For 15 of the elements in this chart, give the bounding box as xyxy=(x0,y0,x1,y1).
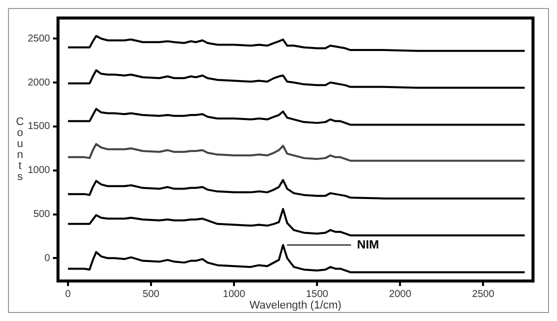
y-tick-label: 1500 xyxy=(28,121,50,132)
y-tick-label: 500 xyxy=(33,209,50,220)
y-tick-label: 2500 xyxy=(28,33,50,44)
annotation: NIM xyxy=(357,237,380,252)
y-axis-title: Counts xyxy=(16,116,24,184)
x-tick-label: 1000 xyxy=(222,288,246,300)
x-tick-label: 2000 xyxy=(389,288,412,300)
y-tick-label: 2000 xyxy=(28,77,50,88)
x-tick-label: 500 xyxy=(142,288,160,300)
y-tick-label: 0 xyxy=(44,252,50,264)
x-tick-label: 2500 xyxy=(472,288,495,300)
y-tick-label: 1000 xyxy=(28,165,50,176)
x-tick-label: 1500 xyxy=(306,288,329,300)
x-tick-label: 0 xyxy=(65,288,72,300)
x-axis-title: Wavelength (1/cm) xyxy=(250,299,342,312)
